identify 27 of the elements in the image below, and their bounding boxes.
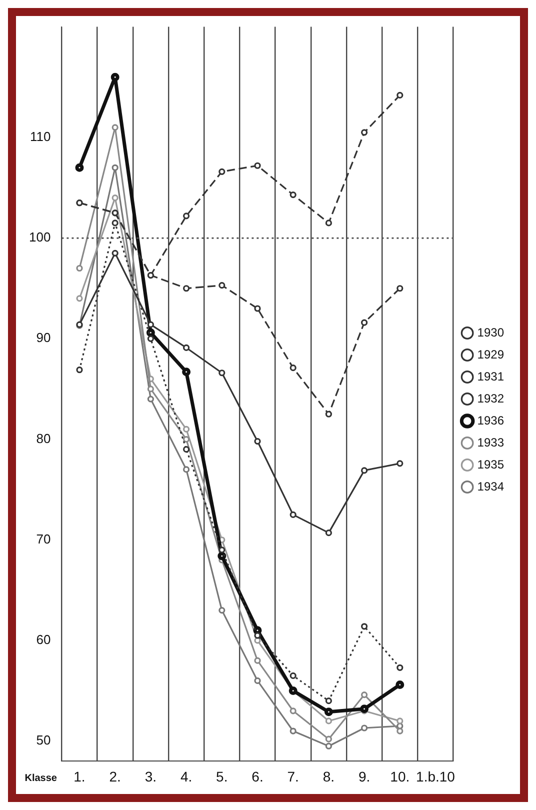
legend-label: 1929 xyxy=(477,347,504,362)
x-tick-label: 9. xyxy=(358,768,370,784)
x-tick-label: 8. xyxy=(322,768,335,784)
legend-label: 1935 xyxy=(477,457,504,472)
x-axis-title: Klasse xyxy=(24,773,58,784)
x-tick-label: 4. xyxy=(180,768,192,784)
y-tick-label: 50 xyxy=(36,732,51,748)
legend-label: 1934 xyxy=(477,479,504,494)
x-tick-label: 5. xyxy=(216,768,228,784)
y-tick-label: 90 xyxy=(36,330,51,346)
legend-label: 1931 xyxy=(477,369,504,384)
x-tick-label: 1. xyxy=(74,768,86,784)
x-tick-label: 2. xyxy=(109,768,121,784)
legend-label: 1936 xyxy=(477,413,504,428)
x-tick-label: 10. xyxy=(390,768,410,784)
x-tick-label: 7. xyxy=(287,768,299,784)
x-tick-label: 3. xyxy=(144,768,157,784)
legend-label: 1930 xyxy=(477,325,504,340)
y-tick-label: 100 xyxy=(28,230,51,245)
y-tick-label: 70 xyxy=(36,531,51,546)
legend-label: 1933 xyxy=(477,435,504,450)
x-tick-label: 6. xyxy=(252,768,264,784)
y-tick-label: 110 xyxy=(30,129,51,144)
y-tick-label: 60 xyxy=(36,632,51,648)
y-tick-label: 80 xyxy=(36,430,51,446)
legend-label: 1932 xyxy=(477,391,504,406)
x-tick-label: 1.b.10 xyxy=(416,768,456,784)
